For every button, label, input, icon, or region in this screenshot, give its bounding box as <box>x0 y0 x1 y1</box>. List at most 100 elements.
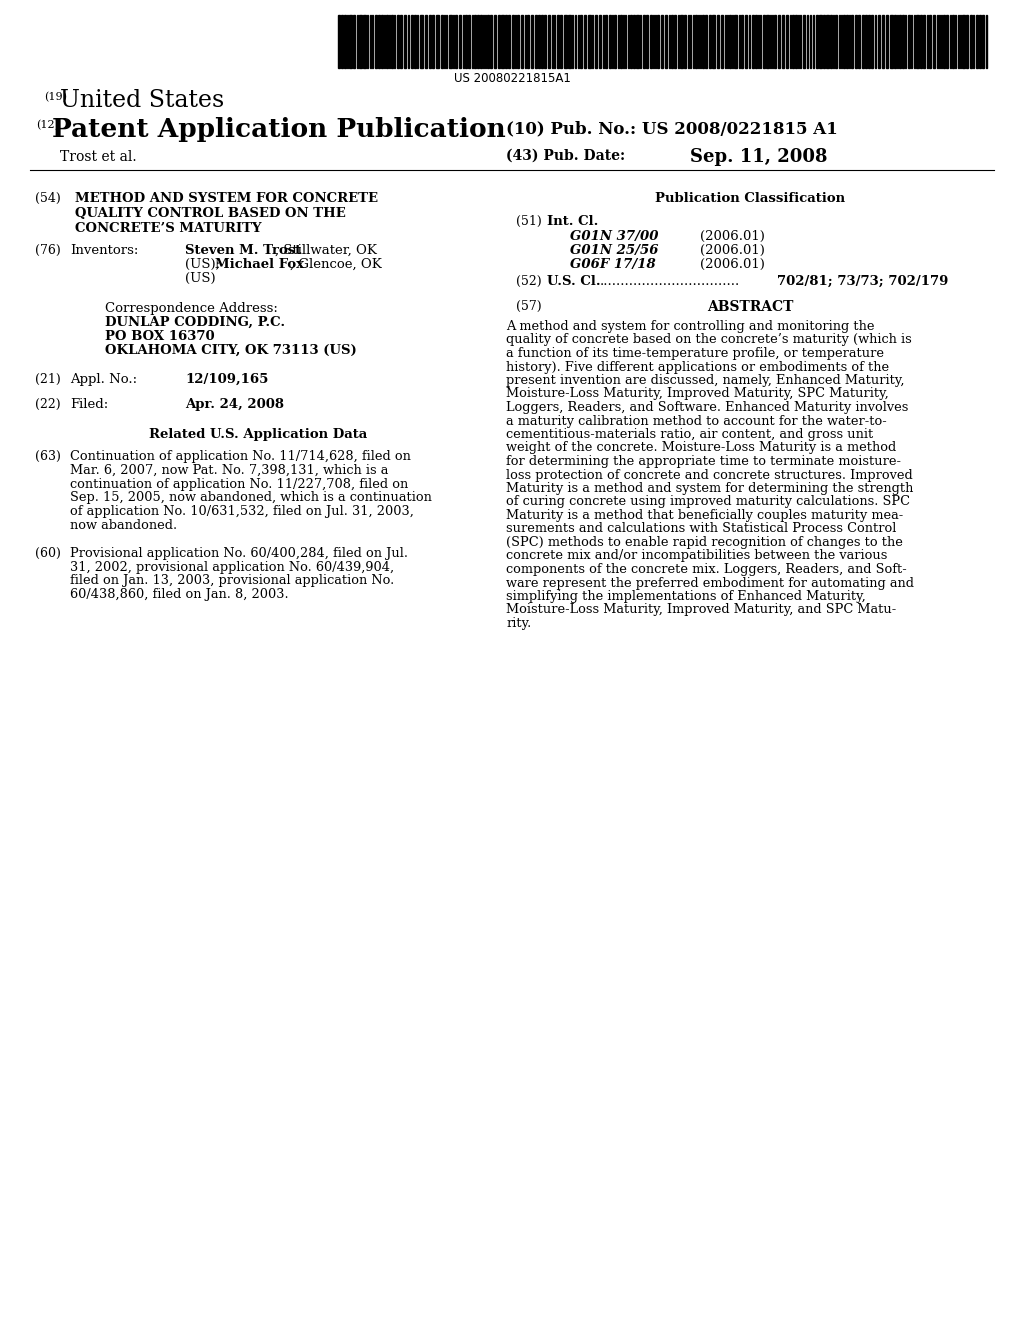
Text: G06F 17/18: G06F 17/18 <box>570 257 655 271</box>
Bar <box>943 15 945 69</box>
Bar <box>763 15 765 69</box>
Text: DUNLAP CODDING, P.C.: DUNLAP CODDING, P.C. <box>105 315 285 329</box>
Text: Publication Classification: Publication Classification <box>655 191 845 205</box>
Bar <box>717 15 719 69</box>
Bar <box>414 15 416 69</box>
Bar <box>584 15 586 69</box>
Text: US 20080221815A1: US 20080221815A1 <box>454 73 570 84</box>
Bar <box>684 15 686 69</box>
Text: .................................: ................................. <box>600 275 740 288</box>
Bar <box>830 15 831 69</box>
Bar <box>933 15 935 69</box>
Bar <box>766 15 769 69</box>
Bar <box>391 15 393 69</box>
Bar <box>846 15 848 69</box>
Bar <box>494 15 496 69</box>
Bar <box>712 15 715 69</box>
Bar <box>595 15 597 69</box>
Bar <box>826 15 829 69</box>
Text: Inventors:: Inventors: <box>70 244 138 257</box>
Bar <box>588 15 591 69</box>
Bar <box>674 15 676 69</box>
Text: a function of its time-temperature profile, or temperature: a function of its time-temperature profi… <box>506 347 884 360</box>
Bar <box>411 15 413 69</box>
Bar <box>643 15 645 69</box>
Text: simplifying the implementations of Enhanced Maturity,: simplifying the implementations of Enhan… <box>506 590 865 603</box>
Text: G01N 37/00: G01N 37/00 <box>570 230 658 243</box>
Text: METHOD AND SYSTEM FOR CONCRETE: METHOD AND SYSTEM FOR CONCRETE <box>75 191 378 205</box>
Bar <box>580 15 582 69</box>
Text: filed on Jan. 13, 2003, provisional application No.: filed on Jan. 13, 2003, provisional appl… <box>70 574 394 587</box>
Bar <box>400 15 402 69</box>
Bar <box>527 15 529 69</box>
Text: components of the concrete mix. Loggers, Readers, and Soft-: components of the concrete mix. Loggers,… <box>506 564 906 576</box>
Text: ABSTRACT: ABSTRACT <box>707 300 794 314</box>
Bar <box>349 15 352 69</box>
Text: (2006.01): (2006.01) <box>700 257 765 271</box>
Bar <box>362 15 366 69</box>
Bar <box>741 15 743 69</box>
Bar <box>432 15 434 69</box>
Bar <box>843 15 845 69</box>
Bar <box>544 15 546 69</box>
Text: Maturity is a method that beneficially couples maturity mea-: Maturity is a method that beneficially c… <box>506 510 903 521</box>
Text: Continuation of application No. 11/714,628, filed on: Continuation of application No. 11/714,6… <box>70 450 411 463</box>
Bar <box>786 15 788 69</box>
Bar <box>474 15 476 69</box>
Bar <box>512 15 514 69</box>
Bar <box>375 15 377 69</box>
Text: (2006.01): (2006.01) <box>700 230 765 243</box>
Bar <box>378 15 380 69</box>
Bar <box>359 15 362 69</box>
Bar <box>498 15 500 69</box>
Bar <box>480 15 482 69</box>
Text: Loggers, Readers, and Software. Enhanced Maturity involves: Loggers, Readers, and Software. Enhanced… <box>506 401 908 414</box>
Bar <box>899 15 901 69</box>
Text: (54): (54) <box>35 191 60 205</box>
Bar <box>548 15 550 69</box>
Text: Apr. 24, 2008: Apr. 24, 2008 <box>185 399 284 411</box>
Bar <box>792 15 794 69</box>
Bar <box>665 15 667 69</box>
Bar <box>436 15 439 69</box>
Text: (SPC) methods to enable rapid recognition of changes to the: (SPC) methods to enable rapid recognitio… <box>506 536 903 549</box>
Text: Related U.S. Application Data: Related U.S. Application Data <box>148 428 368 441</box>
Text: 702/81; 73/73; 702/179: 702/81; 73/73; 702/179 <box>777 275 948 288</box>
Bar <box>505 15 507 69</box>
Text: Mar. 6, 2007, now Pat. No. 7,398,131, which is a: Mar. 6, 2007, now Pat. No. 7,398,131, wh… <box>70 463 388 477</box>
Text: (76): (76) <box>35 244 60 257</box>
Text: 31, 2002, provisional application No. 60/439,904,: 31, 2002, provisional application No. 60… <box>70 561 394 574</box>
Bar <box>455 15 457 69</box>
Text: concrete mix and/or incompatibilities between the various: concrete mix and/or incompatibilities be… <box>506 549 888 562</box>
Text: rity.: rity. <box>506 616 531 630</box>
Bar <box>490 15 492 69</box>
Bar <box>819 15 822 69</box>
Bar <box>868 15 870 69</box>
Bar <box>702 15 705 69</box>
Bar <box>823 15 825 69</box>
Bar <box>441 15 443 69</box>
Bar <box>557 15 559 69</box>
Bar <box>709 15 711 69</box>
Bar <box>894 15 896 69</box>
Bar <box>353 15 355 69</box>
Bar <box>465 15 467 69</box>
Bar <box>851 15 853 69</box>
Bar <box>614 15 616 69</box>
Bar <box>745 15 746 69</box>
Text: Moisture-Loss Maturity, Improved Maturity, and SPC Matu-: Moisture-Loss Maturity, Improved Maturit… <box>506 603 896 616</box>
Bar <box>487 15 489 69</box>
Text: (12): (12) <box>36 120 59 131</box>
Bar <box>568 15 571 69</box>
Text: of application No. 10/631,532, filed on Jul. 31, 2003,: of application No. 10/631,532, filed on … <box>70 506 414 519</box>
Bar <box>630 15 632 69</box>
Bar <box>609 15 611 69</box>
Bar <box>890 15 893 69</box>
Text: G01N 25/56: G01N 25/56 <box>570 244 658 257</box>
Text: of curing concrete using improved maturity calculations. SPC: of curing concrete using improved maturi… <box>506 495 910 508</box>
Bar <box>855 15 857 69</box>
Bar <box>946 15 948 69</box>
Text: OKLAHOMA CITY, OK 73113 (US): OKLAHOMA CITY, OK 73113 (US) <box>105 343 356 356</box>
Bar <box>782 15 784 69</box>
Bar <box>862 15 864 69</box>
